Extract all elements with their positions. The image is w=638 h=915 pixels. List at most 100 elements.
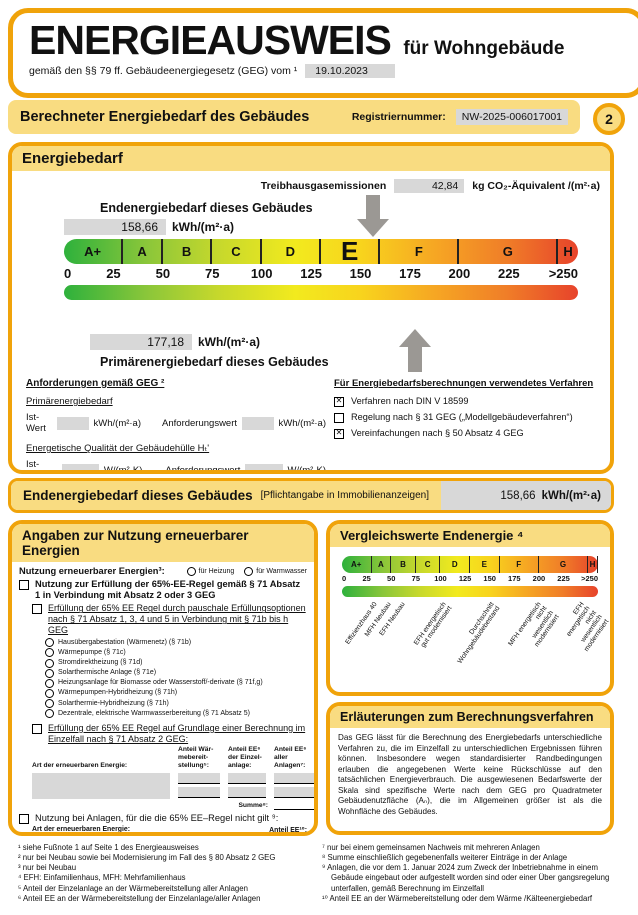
verfahren-checkbox[interactable] xyxy=(334,429,344,439)
scale-tick: 100 xyxy=(250,266,273,281)
energy-class-scale: A+ A B C D E F G H 0 25 50 75 100 125 150 175 200 225 >250 xyxy=(64,236,578,300)
unit-kwh-2: kWh/(m²·a) xyxy=(278,417,327,429)
erlaeuterungen-text: Das GEG lässt für die Berechnung des Ene… xyxy=(338,733,602,816)
option-radio-icon[interactable] xyxy=(45,648,54,658)
verfahren-checkbox[interactable] xyxy=(334,397,344,407)
footnote: ¹⁰ Anteil EE an der Wärmebereitstellung … xyxy=(322,893,593,903)
option-radio-icon[interactable] xyxy=(45,678,54,688)
radio-icon[interactable] xyxy=(186,566,196,576)
option-label: Dezentrale, elektrische Warmwasserbereit… xyxy=(58,709,250,717)
ghg-value-field[interactable]: 42,84 xyxy=(394,179,465,193)
registration-number-field[interactable]: NW-2025-006017001 xyxy=(455,109,568,125)
energiebedarf-box: Energiebedarf Treibhausgasemissionen 42,… xyxy=(8,142,614,474)
comparison-tick: 50 xyxy=(387,574,396,583)
ghg-unit: kg CO₂-Äquivalent /(m²·a) xyxy=(472,180,600,192)
scale-tick: 200 xyxy=(448,266,471,281)
ist-wert-field-w[interactable] xyxy=(61,463,99,470)
anforderungswert-label: Anforderungswert xyxy=(162,417,238,429)
footnote: ⁸ Summe einschließlich gegebenenfalls we… xyxy=(322,853,568,863)
endenergie-label: Endenergiebedarf dieses Gebäudes xyxy=(100,201,313,215)
option-radio-icon[interactable] xyxy=(45,688,54,698)
radio-icon[interactable] xyxy=(244,566,254,576)
anteil-field-2[interactable] xyxy=(228,787,266,799)
primaer-sub-heading: Primärenergiebedarf xyxy=(26,396,113,407)
scale-class-band: H xyxy=(563,244,573,259)
ee-einzel-field-1[interactable] xyxy=(274,772,314,784)
option-radio-icon[interactable] xyxy=(45,699,54,709)
art-field-2[interactable] xyxy=(178,787,220,799)
gradient-bar xyxy=(64,285,578,300)
comparison-class-band: A xyxy=(372,556,392,573)
scale-class-band: F xyxy=(380,239,460,264)
class-band: A+ A B C D E F G H xyxy=(64,236,578,266)
renewable-option: Solarthermische Anlage (§ 71e) xyxy=(45,668,307,678)
header-box: ENERGIEAUSWEIS für Wohngebäude gemäß den… xyxy=(8,8,638,98)
endenergie-value-field[interactable]: 158,66 xyxy=(64,219,166,235)
section-banner: Berechneter Energiebedarf des Gebäudes R… xyxy=(8,100,580,134)
option-radio-icon[interactable] xyxy=(45,668,54,678)
pauschal-checkbox[interactable] xyxy=(32,604,42,615)
ee-regel-checkbox[interactable] xyxy=(19,580,29,590)
comparison-marker-label: EFH energetisch gut modernisiert xyxy=(412,601,454,650)
anforderungswert-field-w[interactable] xyxy=(245,463,283,470)
radio-label: für Warmwasser xyxy=(256,567,307,575)
anteil-field-1[interactable] xyxy=(228,772,266,784)
art-field-1[interactable] xyxy=(178,772,220,784)
ee-einzel-field-2[interactable] xyxy=(274,787,314,799)
energiebedarf-heading: Energiebedarf xyxy=(12,146,610,171)
comparison-class-band: E xyxy=(470,556,500,573)
page-title: ENERGIEAUSWEIS xyxy=(29,17,392,63)
verfahren-heading: Für Energiebedarfsberechnungen verwendet… xyxy=(334,378,594,389)
heizung-radio-option: für Heizung für Warmwasser xyxy=(186,566,307,576)
footnote: ⁴ EFH: Einfamilienhaus, MFH: Mehrfamilie… xyxy=(18,873,186,883)
col-ee-alle-header: Anteil EE⁶ aller Anlagen⁷: xyxy=(274,746,307,769)
verfahren-checkbox[interactable] xyxy=(334,413,344,423)
comparison-gradient-bar xyxy=(342,586,598,597)
ghg-label: Treibhausgasemissionen xyxy=(260,180,387,192)
primaerenergie-unit: kWh/(m²·a) xyxy=(198,335,260,349)
endbar-note: [Pflichtangabe in Immobilienanzeigen] xyxy=(260,490,430,501)
nicht-gilt-checkbox[interactable] xyxy=(19,813,29,824)
unit-kwh: kWh/(m²·a) xyxy=(93,417,142,429)
renewable-option: Solarthermie-Hybridheizung (§ 71h) xyxy=(45,699,307,709)
footnote: ⁶ Anteil EE an der Wärmebereitstellung d… xyxy=(18,893,261,903)
scale-tick: 50 xyxy=(155,266,171,281)
pauschal-label: Erfüllung der 65% EE Regel durch pauscha… xyxy=(48,603,306,635)
anforderungen-column: Anforderungen gemäß GEG ² Primärenergieb… xyxy=(26,378,327,470)
option-radio-icon[interactable] xyxy=(45,638,54,648)
ist-wert-field-kwh[interactable] xyxy=(57,416,89,430)
verfahren-item-label: Vereinfachungen nach § 50 Absatz 4 GEG xyxy=(351,428,524,438)
option-radio-icon[interactable] xyxy=(45,709,54,719)
ee-table: Art der erneuerbaren Energie: Anteil Wär… xyxy=(32,746,314,810)
endbar-unit: kWh/(m²·a) xyxy=(541,489,601,502)
option-label: Stromdirektheizung (§ 71d) xyxy=(58,658,143,666)
ee-alle-field[interactable] xyxy=(32,772,170,799)
comparison-tick: 175 xyxy=(508,574,521,583)
banner-title: Berechneter Energiebedarf des Gebäudes xyxy=(20,109,310,125)
scale-class-band: A+ xyxy=(64,239,124,264)
renewable-option: Stromdirektheizung (§ 71d) xyxy=(45,658,307,668)
einzelfall-checkbox[interactable] xyxy=(32,723,42,734)
verfahren-item: Regelung nach § 31 GEG („Modellgebäudeve… xyxy=(334,412,610,423)
option-radio-icon[interactable] xyxy=(45,658,54,668)
registration-label: Registriernummer: xyxy=(351,111,446,123)
anforderungswert-field-kwh[interactable] xyxy=(242,416,274,430)
scale-class-band: A xyxy=(123,239,163,264)
verfahren-item: Verfahren nach DIN V 18599 xyxy=(334,396,610,407)
comparison-class-band: C xyxy=(416,556,441,573)
option-label: Heizungsanlage für Biomasse oder Wassers… xyxy=(58,679,263,687)
scale-tick: 75 xyxy=(205,266,220,281)
comparison-tick: 125 xyxy=(458,574,472,583)
col-art-header: Art der erneuerbaren Energie: xyxy=(32,761,128,769)
ee-regel-label: Nutzung zur Erfüllung der 65%-EE-Regel g… xyxy=(35,579,301,601)
erlaeuterungen-box: Erläuterungen zum Berechnungsverfahren D… xyxy=(326,702,614,835)
geg-date-field[interactable]: 19.10.2023 xyxy=(305,64,396,79)
scale-tick: >250 xyxy=(548,266,578,281)
comparison-marker-label: MFH energetisch nicht wesentlich moderni… xyxy=(506,601,561,649)
radio-label: für Heizung xyxy=(198,567,235,575)
primaerenergie-value-field[interactable]: 177,18 xyxy=(90,334,192,350)
footnote: ⁵ Anteil der Einzelanlage an der Wärmebe… xyxy=(18,883,248,893)
comparison-tick: >250 xyxy=(581,574,598,583)
scale-class-band: D xyxy=(262,239,321,264)
